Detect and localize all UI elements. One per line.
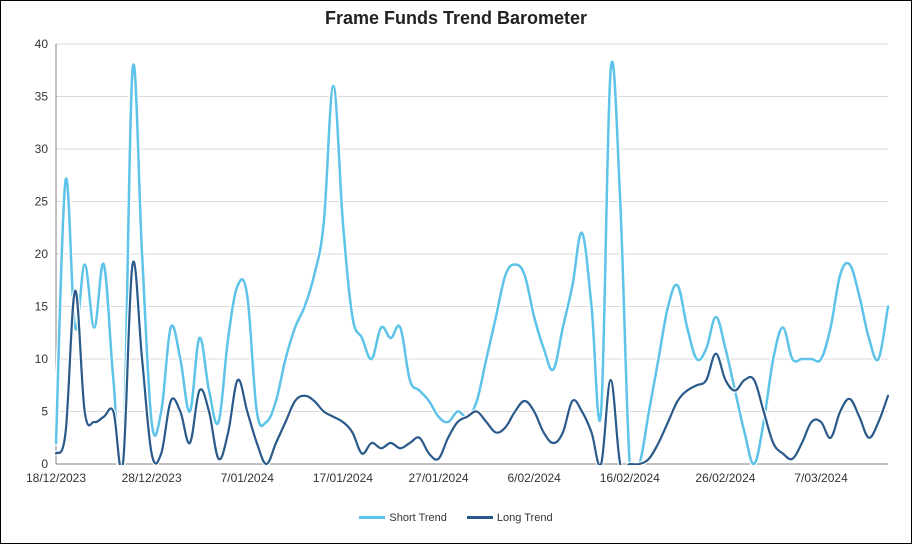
svg-text:28/12/2023: 28/12/2023 [122, 471, 182, 485]
chart-title: Frame Funds Trend Barometer [0, 8, 912, 29]
svg-text:10: 10 [35, 352, 49, 366]
svg-text:40: 40 [35, 37, 49, 51]
svg-text:35: 35 [35, 90, 49, 104]
svg-text:15: 15 [35, 300, 49, 314]
legend-label: Short Trend [389, 512, 446, 524]
svg-text:16/02/2024: 16/02/2024 [600, 471, 660, 485]
legend: Short Trend Long Trend [0, 510, 912, 524]
legend-item: Long Trend [467, 512, 553, 524]
svg-text:30: 30 [35, 142, 49, 156]
legend-item: Short Trend [359, 512, 446, 524]
svg-text:20: 20 [35, 247, 49, 261]
svg-text:25: 25 [35, 195, 49, 209]
chart-canvas: 0 5 10 15 20 25 30 35 40 18/12/2023 28/12/2023 7/01… [0, 0, 912, 544]
legend-swatch [359, 516, 385, 519]
trend-barometer-chart: Frame Funds Trend Barometer 0 5 10 15 20 25 30… [0, 0, 912, 544]
svg-text:5: 5 [41, 405, 48, 419]
legend-swatch [467, 516, 493, 519]
svg-text:27/01/2024: 27/01/2024 [408, 471, 468, 485]
svg-text:18/12/2023: 18/12/2023 [26, 471, 86, 485]
svg-text:7/03/2024: 7/03/2024 [794, 471, 848, 485]
svg-text:0: 0 [41, 457, 48, 471]
svg-text:17/01/2024: 17/01/2024 [313, 471, 373, 485]
svg-text:6/02/2024: 6/02/2024 [507, 471, 561, 485]
svg-text:7/01/2024: 7/01/2024 [221, 471, 275, 485]
legend-label: Long Trend [497, 512, 553, 524]
svg-text:26/02/2024: 26/02/2024 [695, 471, 755, 485]
